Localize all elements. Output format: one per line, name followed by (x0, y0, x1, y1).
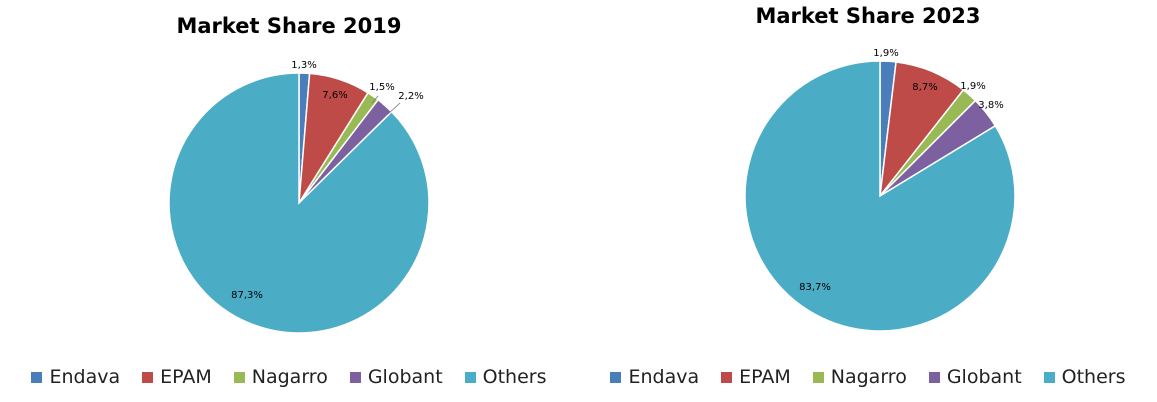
legend-item-globant: Globant (928, 366, 1022, 388)
slice-label-globant: 2,2% (398, 91, 423, 102)
legend-swatch (721, 371, 733, 383)
chart-title: Market Share 2019 (176, 14, 402, 38)
legend-swatch (812, 371, 824, 383)
legend-label: Endava (49, 366, 121, 388)
pie-slice-others (744, 60, 1016, 332)
legend-label: Others (1061, 366, 1126, 388)
legend-label: Globant (367, 366, 443, 388)
pie-slice-others (168, 72, 430, 334)
slice-label-epam: 8,7% (912, 82, 937, 93)
slice-label-nagarro: 1,9% (960, 81, 985, 92)
pie-chart-2023: Market Share 2023 1,9% 8,7% 1,9% 3,8% 83,7% … (579, 0, 1157, 402)
slice-label-endava: 1,9% (873, 48, 898, 59)
pie-svg: 1,3% 7,6% 1,5% 2,2% 87,3% (168, 60, 430, 334)
legend-label: Nagarro (251, 366, 328, 388)
legend: Endava EPAM Nagarro Globant Others (0, 366, 578, 388)
legend-swatch (31, 371, 43, 383)
pie-chart-2019: Market Share 2019 1,3% 7,6% 1,5% 2,2% 87,3% … (0, 0, 578, 402)
legend-label: EPAM (160, 366, 212, 388)
legend-swatch (464, 371, 476, 383)
legend-swatch (349, 371, 361, 383)
slice-label-others: 87,3% (231, 290, 263, 301)
legend-item-endava: Endava (610, 366, 699, 388)
legend: Endava EPAM Nagarro Globant Others (579, 366, 1157, 388)
slice-label-epam: 7,6% (322, 90, 347, 101)
legend-label: Nagarro (830, 366, 907, 388)
legend-item-others: Others (464, 366, 547, 388)
legend-item-globant: Globant (349, 366, 443, 388)
slice-label-others: 83,7% (799, 282, 831, 293)
slice-label-globant: 3,8% (978, 100, 1003, 111)
legend-item-epam: EPAM (142, 366, 212, 388)
legend-swatch (928, 371, 940, 383)
legend-label: Globant (946, 366, 1022, 388)
chart-title: Market Share 2023 (755, 4, 981, 28)
legend-swatch (142, 371, 154, 383)
legend-swatch (610, 371, 622, 383)
slice-label-endava: 1,3% (291, 60, 316, 71)
legend-swatch (233, 371, 245, 383)
legend-item-endava: Endava (31, 366, 120, 388)
legend-swatch (1043, 371, 1055, 383)
legend-item-others: Others (1043, 366, 1126, 388)
leader-line (387, 102, 401, 115)
slice-label-nagarro: 1,5% (369, 82, 394, 93)
legend-label: Others (482, 366, 547, 388)
legend-item-nagarro: Nagarro (233, 366, 328, 388)
legend-item-epam: EPAM (721, 366, 791, 388)
leader-line (371, 95, 379, 104)
pie-svg: 1,9% 8,7% 1,9% 3,8% 83,7% (744, 48, 1016, 332)
legend-label: Endava (628, 366, 700, 388)
legend-label: EPAM (739, 366, 791, 388)
legend-item-nagarro: Nagarro (812, 366, 907, 388)
